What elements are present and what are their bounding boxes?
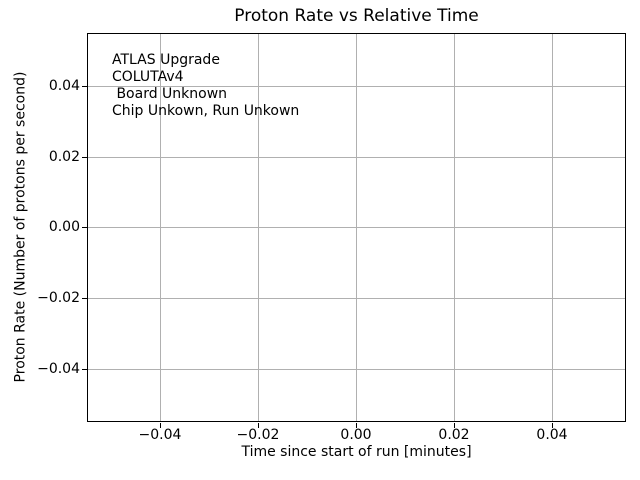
annotation-line: COLUTAv4 xyxy=(112,69,184,85)
x-tick-label: −0.02 xyxy=(236,427,280,443)
chart-title: Proton Rate vs Relative Time xyxy=(234,6,479,26)
gridline-horizontal xyxy=(88,227,625,228)
x-tick-mark xyxy=(454,423,455,428)
gridline-horizontal xyxy=(88,298,625,299)
y-tick-mark xyxy=(82,369,87,370)
y-tick-mark xyxy=(82,86,87,87)
x-axis-label: Time since start of run [minutes] xyxy=(241,444,472,460)
y-tick-label: −0.02 xyxy=(37,290,80,306)
plot-area xyxy=(87,33,626,422)
y-tick-label: 0.04 xyxy=(48,78,80,94)
annotation-line: Board Unknown xyxy=(112,86,228,102)
y-tick-label: −0.04 xyxy=(37,361,80,377)
gridline-horizontal xyxy=(88,157,625,158)
x-tick-label: 0.04 xyxy=(536,427,568,443)
plot-annotation: ATLAS Upgrade COLUTAv4 Board Unknown Chi… xyxy=(112,52,299,120)
y-axis-label: Proton Rate (Number of protons per secon… xyxy=(12,71,29,383)
y-tick-mark xyxy=(82,298,87,299)
x-tick-mark xyxy=(160,423,161,428)
x-tick-label: 0.02 xyxy=(438,427,470,443)
gridline-horizontal xyxy=(88,369,625,370)
y-tick-mark xyxy=(82,227,87,228)
x-tick-label: 0.00 xyxy=(340,427,372,443)
x-tick-mark xyxy=(356,423,357,428)
gridline-horizontal xyxy=(88,86,625,87)
y-tick-label: 0.02 xyxy=(48,149,80,165)
x-tick-mark xyxy=(552,423,553,428)
annotation-line: ATLAS Upgrade xyxy=(112,52,220,68)
annotation-line: Chip Unkown, Run Unkown xyxy=(112,103,300,119)
x-tick-label: −0.04 xyxy=(138,427,182,443)
y-tick-label: 0.00 xyxy=(48,219,80,235)
x-tick-mark xyxy=(258,423,259,428)
y-tick-mark xyxy=(82,157,87,158)
